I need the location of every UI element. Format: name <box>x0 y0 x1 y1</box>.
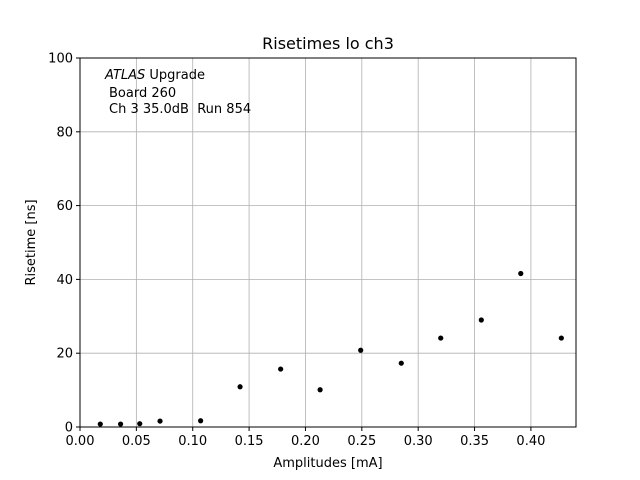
x-axis-label: Amplitudes [mA] <box>273 456 382 471</box>
data-point <box>237 384 243 390</box>
data-point <box>157 418 163 424</box>
atlas-label: ATLAS <box>104 68 145 83</box>
data-point <box>478 317 484 323</box>
y-tick-label: 40 <box>56 273 73 288</box>
x-tick-label: 0.35 <box>460 434 489 449</box>
data-point <box>438 335 444 341</box>
x-tick-label: 0.30 <box>404 434 433 449</box>
data-point <box>278 366 284 372</box>
y-tick-label: 80 <box>56 125 73 140</box>
upgrade-label: Upgrade <box>145 68 205 83</box>
data-point <box>117 421 124 427</box>
x-tick-label: 0.10 <box>178 434 207 449</box>
data-point <box>398 360 404 366</box>
y-tick-label: 0 <box>65 421 73 436</box>
y-tick-label: 20 <box>56 347 73 362</box>
data-point <box>518 270 524 277</box>
data-point <box>558 335 564 341</box>
data-point <box>97 421 103 427</box>
data-point <box>317 387 323 393</box>
data-points <box>97 270 564 427</box>
grid-lines <box>79 57 576 428</box>
x-tick-label: 0.40 <box>516 434 545 449</box>
x-tick-label: 0.00 <box>66 434 95 449</box>
plot-frame <box>79 57 577 428</box>
x-tick-label: 0.15 <box>235 434 264 449</box>
x-tick-label: 0.25 <box>347 434 376 449</box>
y-axis-label: Risetime [ns] <box>24 199 39 285</box>
annotation-line-3: Ch 3 35.0dB Run 854 <box>109 102 251 117</box>
x-tick-label: 0.20 <box>291 434 320 449</box>
chart-title: Risetimes lo ch3 <box>262 34 394 53</box>
x-tick-label: 0.05 <box>122 434 151 449</box>
y-tick-label: 60 <box>56 199 73 214</box>
x-axis-ticks: 0.00 0.05 0.10 0.15 0.20 0.25 0.30 0.35 0.40 <box>66 427 545 449</box>
y-tick-label: 100 <box>48 52 73 67</box>
annotation-line-1: ATLAS Upgrade <box>104 68 205 83</box>
data-point <box>358 347 364 353</box>
data-point <box>198 418 204 424</box>
annotation-line-2: Board 260 <box>109 86 176 101</box>
y-axis-ticks: 0 20 40 60 80 100 <box>48 52 80 436</box>
data-point <box>137 421 143 427</box>
